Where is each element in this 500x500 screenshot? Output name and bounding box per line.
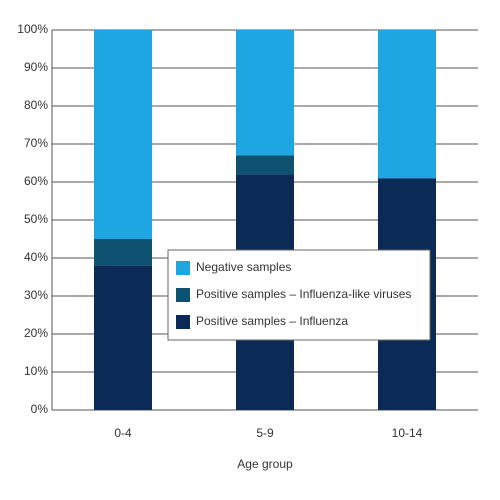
y-tick-label: 90% — [24, 60, 48, 74]
y-tick-label: 0% — [31, 402, 49, 416]
legend-box — [167, 249, 431, 341]
legend-swatch — [176, 288, 190, 302]
y-tick-label: 50% — [24, 212, 48, 226]
x-tick-label: 10-14 — [392, 426, 423, 440]
y-tick-label: 60% — [24, 174, 48, 188]
bar-segment — [94, 239, 152, 266]
x-tick-label: 0-4 — [114, 426, 132, 440]
bar-segment — [94, 30, 152, 239]
x-axis-label: Age group — [237, 457, 293, 471]
y-tick-label: 20% — [24, 326, 48, 340]
legend-label: Positive samples – Influenza — [196, 314, 348, 328]
bar-segment — [378, 30, 436, 179]
y-tick-label: 100% — [17, 22, 48, 36]
y-tick-label: 10% — [24, 364, 48, 378]
x-tick-label: 5-9 — [256, 426, 274, 440]
legend-label: Positive samples – Influenza-like viruse… — [196, 287, 411, 301]
y-tick-label: 30% — [24, 288, 48, 302]
legend-swatch — [176, 315, 190, 329]
y-tick-label: 80% — [24, 98, 48, 112]
y-tick-label: 70% — [24, 136, 48, 150]
bar-segment — [94, 265, 152, 410]
bar-segment — [236, 155, 294, 175]
y-tick-label: 40% — [24, 250, 48, 264]
legend-swatch — [176, 261, 190, 275]
legend-label: Negative samples — [196, 260, 291, 274]
bar-segment — [236, 30, 294, 156]
